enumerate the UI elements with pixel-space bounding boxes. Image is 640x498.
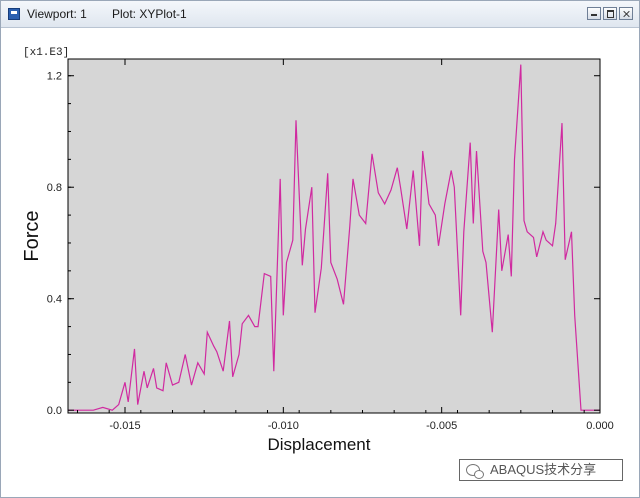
plot-frame (67, 58, 601, 414)
minimize-button[interactable] (587, 7, 601, 20)
viewport-icon[interactable] (8, 8, 20, 20)
watermark-text: ABAQUS技术分享 (490, 462, 597, 477)
plot-label: Plot: XYPlot-1 (112, 7, 187, 21)
plot-area (68, 59, 600, 413)
xy-plot[interactable]: -0.015 -0.010 -0.005 0.000 0.0 0.4 0.8 1.2 [x1.… (1, 28, 639, 458)
x-tick-label: -0.010 (268, 420, 299, 432)
x-tick-label: -0.005 (426, 420, 457, 432)
watermark-badge: ABAQUS技术分享 (459, 459, 623, 481)
y-scale-note: [x1.E3] (23, 47, 69, 59)
y-tick-label: 1.2 (47, 71, 62, 83)
wechat-icon (466, 464, 484, 479)
x-axis-label: Displacement (268, 435, 371, 454)
y-tick-label: 0.8 (47, 182, 62, 194)
x-tick-label: -0.015 (109, 420, 140, 432)
maximize-button[interactable] (603, 7, 617, 20)
y-tick-label: 0.0 (47, 405, 62, 417)
force-displacement-curve (68, 64, 600, 411)
y-tick-label: 0.4 (47, 294, 62, 306)
viewport-label: Viewport: 1 (27, 7, 87, 21)
y-axis-label: Force (21, 210, 43, 261)
title-bar[interactable]: Viewport: 1 Plot: XYPlot-1 (1, 1, 639, 28)
close-button[interactable] (619, 7, 633, 20)
window-controls (587, 7, 633, 20)
x-tick-label: 0.000 (586, 420, 614, 432)
